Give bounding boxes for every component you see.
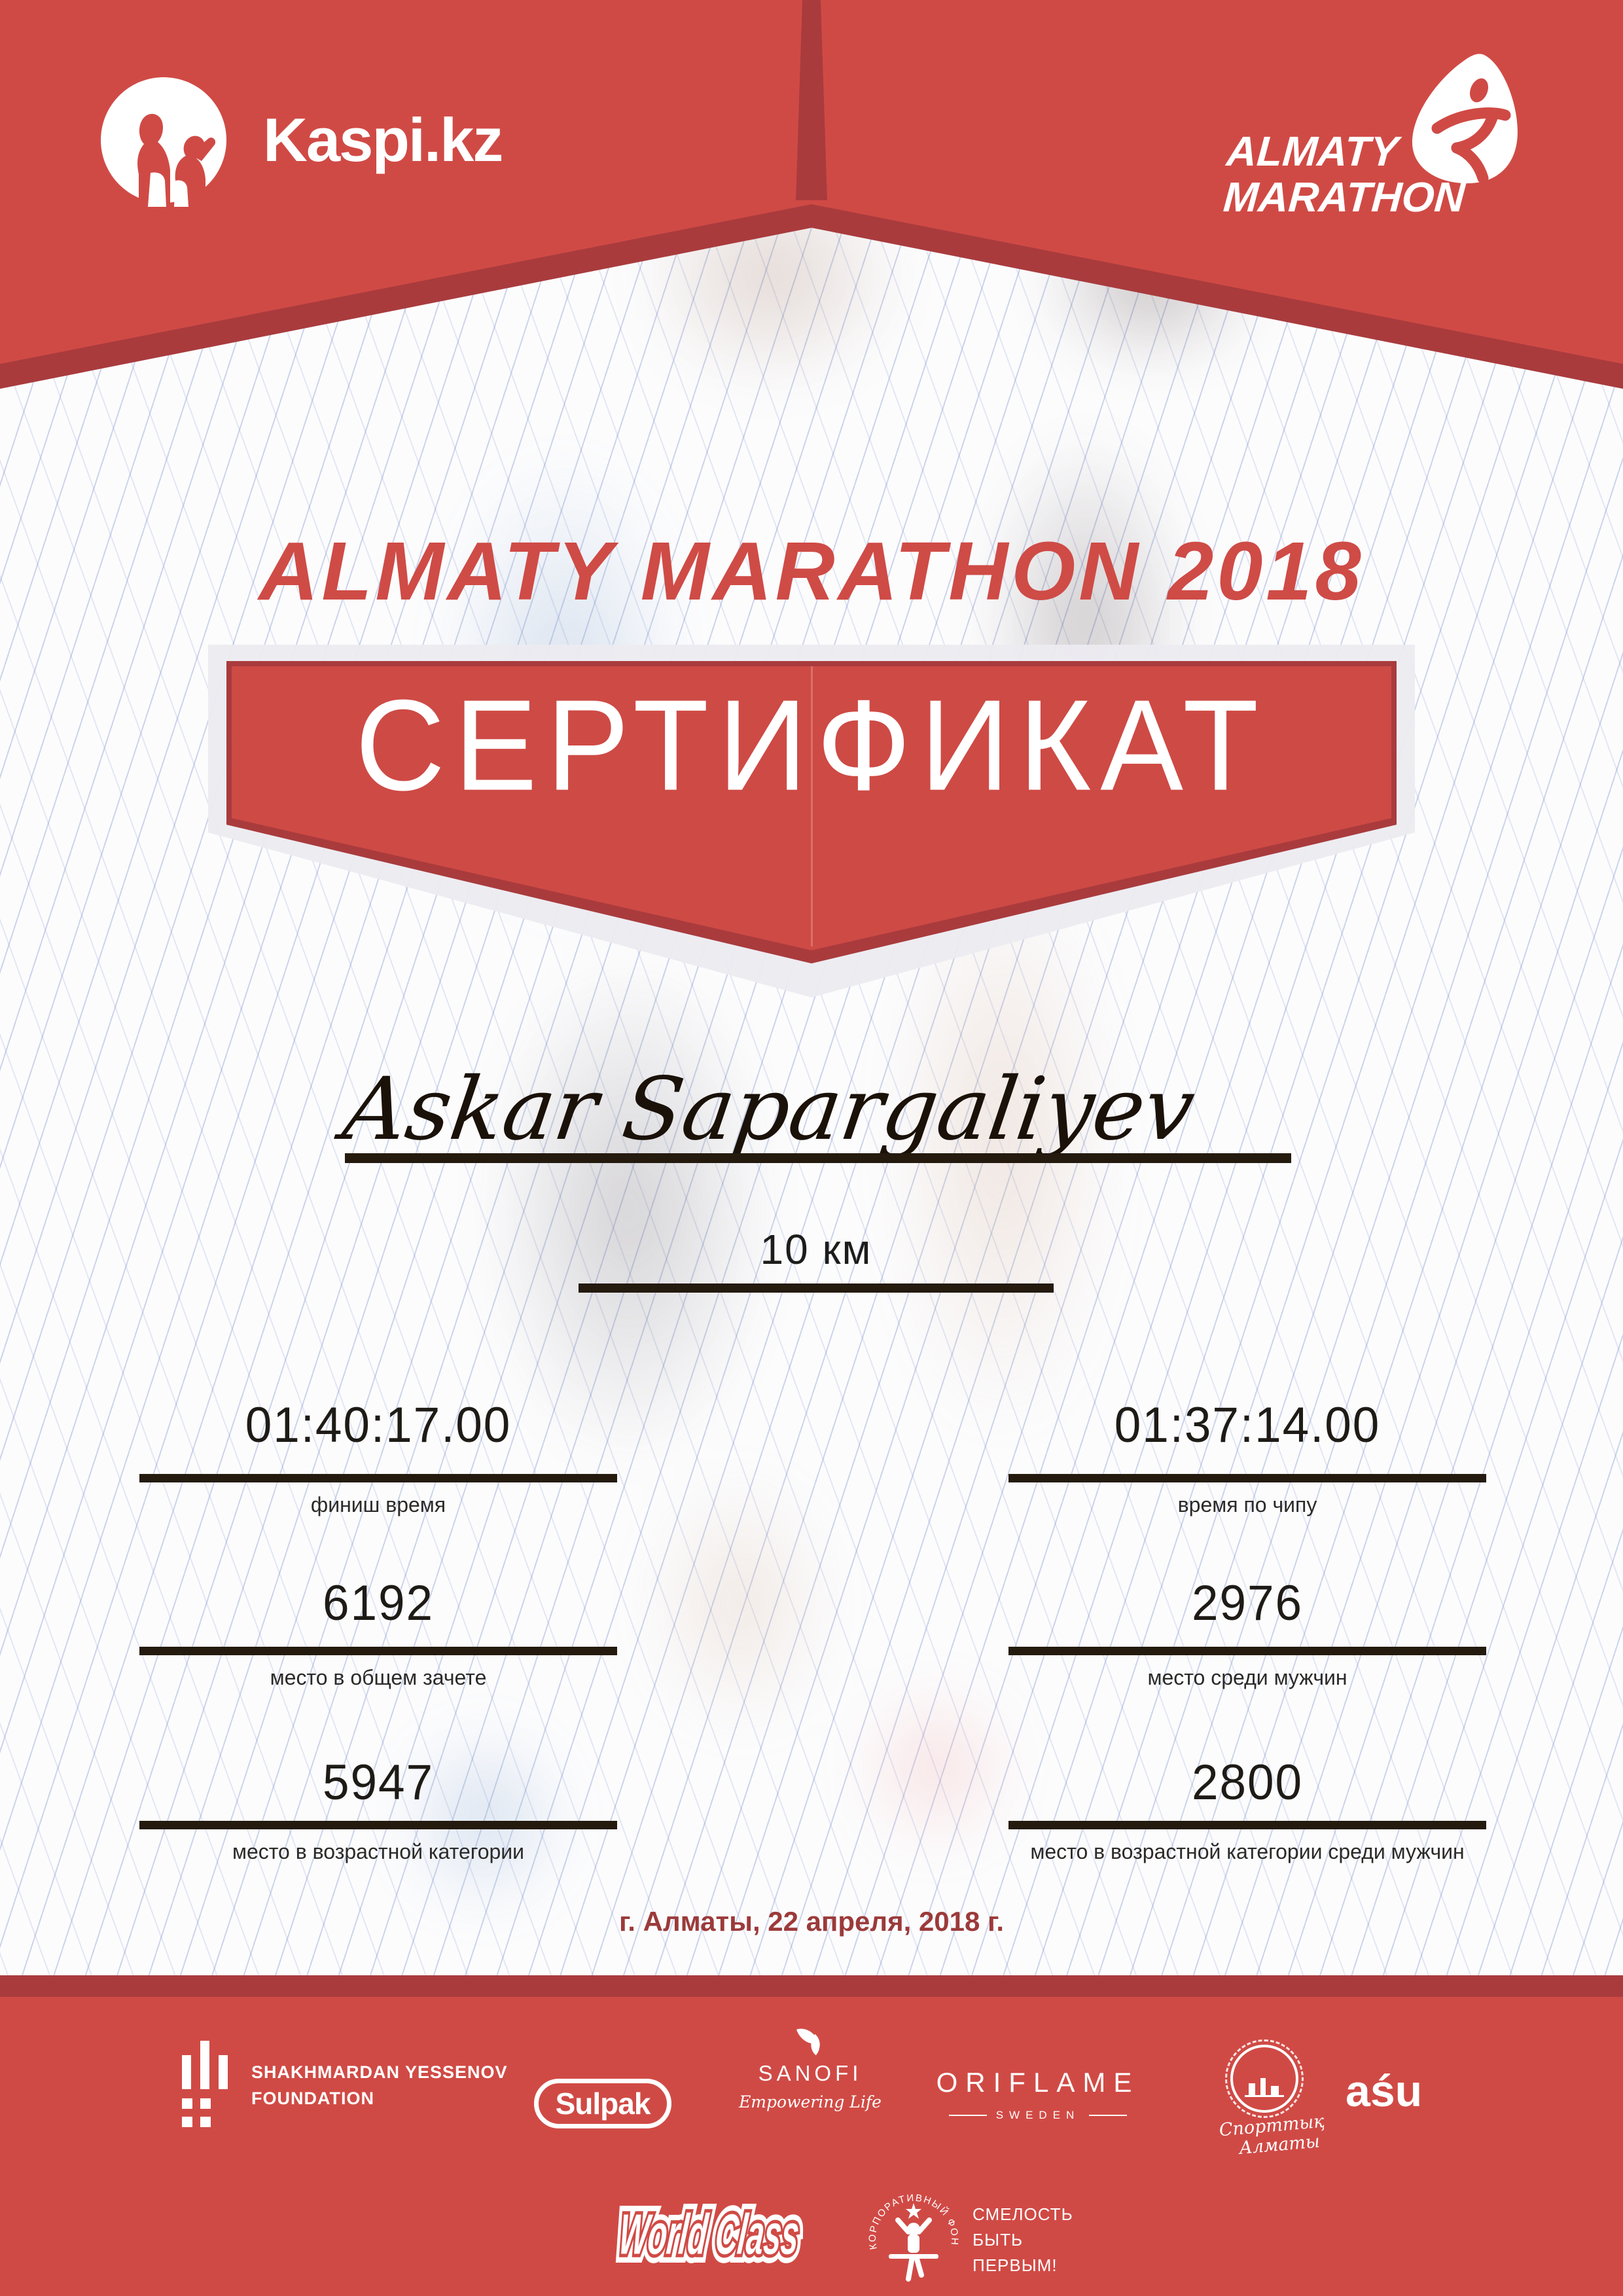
sponsor-sanofi: SANOFI Empowering Life xyxy=(738,2024,882,2111)
kaspi-logo-text: Kaspi.kz xyxy=(263,105,503,174)
stat-value: 6192 xyxy=(322,1575,434,1631)
stat-label: место в общем зачете xyxy=(270,1666,487,1689)
sponsor-corporate-fund: КОРПОРАТИВНЫЙ ФОНД СМЕЛОСТЬ БЫТЬ ПЕРВЫМ! xyxy=(861,2183,1073,2296)
sponsor-yessenov-foundation: SHAKHMARDAN YESSENOV FOUNDATION xyxy=(182,2041,508,2130)
stat-underline xyxy=(139,1647,617,1655)
almaty-marathon-logo-icon xyxy=(1393,50,1527,196)
fund-slogan: СМЕЛОСТЬ БЫТЬ ПЕРВЫМ! xyxy=(972,2202,1073,2278)
stat-label: финиш время xyxy=(310,1493,446,1516)
oriflame-rule-right xyxy=(1089,2115,1128,2116)
sanofi-tagline: Empowering Life xyxy=(739,2092,882,2111)
stat-underline xyxy=(139,1821,617,1829)
stat-value: 2976 xyxy=(1191,1575,1303,1631)
footer-top-band xyxy=(0,1975,1623,1997)
event-date-line: г. Алматы, 22 апреля, 2018 г. xyxy=(619,1906,1004,1937)
stat-underline xyxy=(1008,1474,1486,1482)
stat-label: место в возрастной категории xyxy=(232,1840,525,1863)
ribbon-center-seam xyxy=(811,666,813,946)
stat-underline xyxy=(139,1474,617,1482)
stat-underline xyxy=(1008,1821,1486,1829)
sponsor-asu: aśu xyxy=(1346,2066,1422,2117)
stat-value: 01:40:17.00 xyxy=(245,1397,512,1453)
fund-runner-icon: КОРПОРАТИВНЫЙ ФОНД xyxy=(861,2183,959,2282)
sponsor-sport-almaty: Спорттық Алматы xyxy=(1219,2039,1325,2159)
distance-value: 10 км xyxy=(760,1226,872,1273)
sponsor-world-class: World Class World Class World Class xyxy=(610,2197,819,2287)
sanofi-leaf-icon xyxy=(795,2024,827,2056)
fund-slogan-line3: ПЕРВЫМ! xyxy=(972,2255,1058,2275)
stat-chip-time: 01:37:14.00 время по чипу xyxy=(986,1401,1509,1517)
sponsor-sulpak: Sulpak xyxy=(534,2079,671,2128)
name-underline xyxy=(345,1153,1291,1163)
stat-value: 01:37:14.00 xyxy=(1114,1397,1381,1453)
stat-label: время по чипу xyxy=(1177,1493,1317,1516)
stat-value: 2800 xyxy=(1191,1755,1303,1810)
stat-gender-place: 2976 место среди мужчин xyxy=(986,1579,1509,1690)
fund-slogan-line2: БЫТЬ xyxy=(972,2229,1024,2250)
stat-age-gender-place: 2800 место в возрастной категории среди … xyxy=(986,1758,1509,1864)
sport-almaty-emblem-icon xyxy=(1225,2039,1304,2118)
sponsor-oriflame: ORIFLAME SWEDEN xyxy=(928,2067,1148,2122)
oriflame-rule-left xyxy=(948,2115,987,2116)
sanofi-text: SANOFI xyxy=(758,2061,863,2085)
stat-value: 5947 xyxy=(322,1755,434,1810)
sulpak-text: Sulpak xyxy=(555,2087,651,2121)
stat-age-place: 5947 место в возрастной категории xyxy=(116,1758,640,1864)
fund-slogan-line1: СМЕЛОСТЬ xyxy=(972,2204,1073,2224)
page-title: ALMATY MARATHON 2018 xyxy=(259,525,1364,617)
kaspi-logo-icon xyxy=(98,76,229,210)
participant-name: Askar Sapargaliyev xyxy=(337,1059,1201,1160)
stat-underline xyxy=(1008,1647,1486,1655)
stat-label: место среди мужчин xyxy=(1147,1666,1347,1689)
world-class-text: World Class xyxy=(616,2202,802,2267)
stat-overall-place: 6192 место в общем зачете xyxy=(116,1579,640,1690)
stat-finish-time: 01:40:17.00 финиш время xyxy=(116,1401,640,1517)
sport-almaty-text: Спорттық Алматы xyxy=(1219,2111,1325,2160)
asu-text: aśu xyxy=(1346,2066,1423,2116)
yessenov-line2: FOUNDATION xyxy=(251,2089,374,2108)
yessenov-text: SHAKHMARDAN YESSENOV FOUNDATION xyxy=(251,2059,508,2112)
oriflame-text: ORIFLAME xyxy=(936,2067,1140,2098)
distance-underline xyxy=(579,1283,1054,1293)
yessenov-bars-icon xyxy=(182,2041,228,2130)
oriflame-country: SWEDEN xyxy=(995,2109,1080,2121)
stat-label: место в возрастной категории среди мужчи… xyxy=(1030,1840,1465,1863)
yessenov-line1: SHAKHMARDAN YESSENOV xyxy=(251,2062,508,2082)
certificate-label: СЕРТИФИКАТ xyxy=(355,673,1268,818)
